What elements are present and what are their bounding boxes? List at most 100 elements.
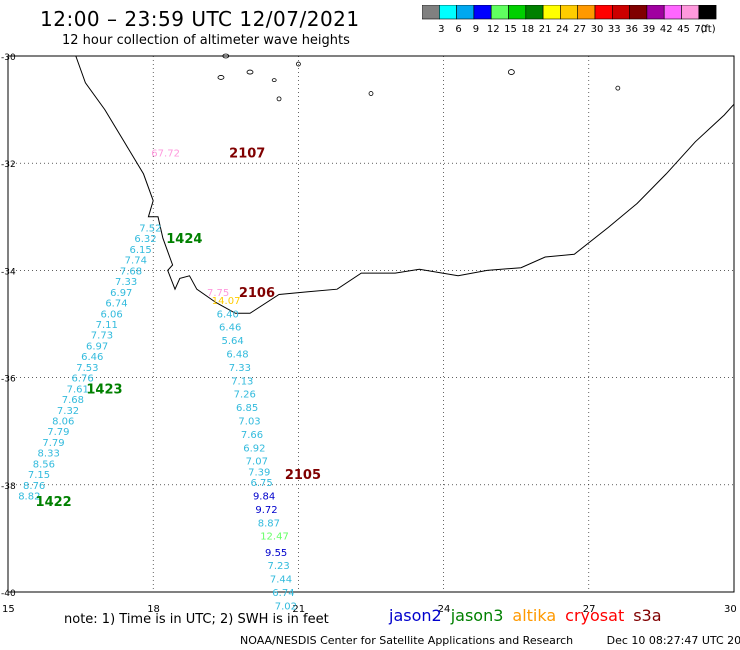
lake-outline: [271, 78, 277, 83]
wave-height-value: 7.02: [275, 601, 297, 612]
wave-height-value: 6.97: [110, 288, 132, 299]
legend-label: 30: [591, 24, 604, 35]
wave-height-value: 6.46: [81, 352, 103, 363]
satellite-jason3: jason3: [450, 606, 504, 625]
x-tick-label: 21: [292, 604, 305, 615]
wave-height-value: 6.92: [243, 443, 265, 454]
legend-label: 21: [539, 24, 552, 35]
lake-outline: [246, 69, 254, 75]
y-tick-label: -38: [1, 482, 16, 492]
x-tick-label: 27: [583, 604, 596, 615]
wave-height-value: 7.13: [231, 376, 253, 387]
lake-outline: [295, 61, 301, 67]
wave-height-value: 6.76: [71, 374, 93, 385]
wave-height-value: 5.64: [221, 336, 243, 347]
wave-height-value: 7.39: [248, 467, 270, 478]
pass-id-label: 2105: [285, 468, 321, 483]
legend-label: 9: [473, 24, 479, 35]
legend-label: 27: [573, 24, 586, 35]
pass-id-label: 2106: [239, 286, 275, 301]
wave-height-value: 6.74: [272, 588, 294, 599]
wave-height-value: 7.26: [234, 390, 256, 401]
legend-label: 24: [556, 24, 569, 35]
pass-id-label: 1422: [36, 495, 72, 510]
wave-height-value: 7.74: [125, 256, 147, 267]
wave-height-value: 7.68: [120, 266, 142, 277]
legend-label: 6: [455, 24, 461, 35]
wave-height-value: 12.47: [260, 532, 289, 543]
legend-label: (ft): [701, 24, 716, 35]
legend-label: 39: [643, 24, 656, 35]
legend-label: 45: [677, 24, 690, 35]
color-legend: 3 6 9 12 15 18 21 24 27 30 33 36 39 42 45 70(ft): [422, 5, 717, 35]
wave-height-value: 7.15: [28, 470, 50, 481]
wave-height-value: 8.06: [52, 416, 74, 427]
wave-height-value: 7.68: [62, 395, 84, 406]
wave-height-value: 6.40: [217, 309, 239, 320]
wave-height-value: 6.85: [236, 403, 258, 414]
legend-label: 15: [504, 24, 517, 35]
y-tick-label: -36: [1, 375, 16, 385]
wave-height-value: 8.82: [18, 492, 40, 503]
wave-height-value: 7.66: [241, 430, 263, 441]
wave-height-value: 8.87: [258, 518, 280, 529]
wave-height-value: 7.32: [57, 406, 79, 417]
wave-height-value: 7.03: [238, 416, 260, 427]
wave-height-value: 7.52: [139, 224, 161, 235]
satellite-altika: altika: [512, 606, 557, 625]
y-tick-label: -32: [1, 160, 16, 170]
satellite-cryosat: cryosat: [565, 606, 625, 625]
legend-label: 12: [487, 24, 500, 35]
x-tick-label: 15: [2, 604, 15, 615]
wave-height-value: 7.23: [267, 561, 289, 572]
y-tick-label: -40: [1, 589, 16, 599]
wave-height-value: 7.61: [67, 384, 89, 395]
legend-label: 36: [625, 24, 638, 35]
wave-height-value: 7.53: [76, 363, 98, 374]
wave-height-value: 6.75: [251, 478, 273, 489]
wave-height-value: 7.79: [42, 438, 64, 449]
wave-height-value: 6.46: [219, 323, 241, 334]
wave-height-value: 8.33: [38, 449, 60, 460]
map-title: 12:00 – 23:59 UTC 12/07/2021: [40, 7, 360, 31]
wave-height-value: 7.44: [270, 575, 292, 586]
wave-height-value: 6.15: [130, 245, 152, 256]
x-tick-label: 24: [438, 604, 451, 615]
note-text: note: 1) Time is in UTC; 2) SWH is in fe…: [64, 612, 329, 627]
wave-height-value: 7.33: [115, 277, 137, 288]
satellite-jason2: jason2: [389, 606, 442, 625]
wave-height-value: 8.76: [23, 481, 45, 492]
wave-height-value: 9.72: [255, 505, 277, 516]
wave-height-value: 7.79: [47, 427, 69, 438]
wave-height-value: 6.32: [134, 234, 156, 245]
y-tick-label: -34: [1, 267, 16, 277]
legend-label: 3: [438, 24, 444, 35]
footer-time: Dec 10 08:27:47 UTC 2021: [606, 634, 740, 647]
wave-height-value: 7.33: [229, 363, 251, 374]
footer-source: NOAA/NESDIS Center for Satellite Applica…: [240, 634, 574, 647]
lake-outline: [507, 69, 515, 75]
x-tick-label: 18: [147, 604, 160, 615]
wave-height-value: 7.11: [96, 320, 118, 331]
legend-label: 70: [694, 24, 707, 35]
lake-outline: [615, 85, 621, 91]
lake-outline: [217, 75, 225, 80]
x-tick-label: 30: [724, 604, 737, 615]
map-subtitle: 12 hour collection of altimeter wave hei…: [62, 33, 350, 48]
coastline: [75, 55, 735, 314]
legend-label: 42: [660, 24, 673, 35]
wave-height-value: 9.55: [265, 548, 287, 559]
wave-height-value: 6.97: [86, 341, 108, 352]
pass-id-label: 1424: [166, 232, 202, 247]
legend-label: 33: [608, 24, 621, 35]
wave-height-value: 7.73: [91, 331, 113, 342]
wave-height-value: 7.07: [246, 457, 268, 468]
map-frame: [7, 55, 735, 593]
wave-height-value: 14.07: [212, 296, 241, 307]
wave-height-value: 6.06: [100, 309, 122, 320]
legend-label: 18: [521, 24, 534, 35]
lake-outline: [276, 96, 282, 102]
wave-height-value: 67.72: [151, 148, 180, 159]
pass-id-label: 2107: [229, 146, 265, 161]
